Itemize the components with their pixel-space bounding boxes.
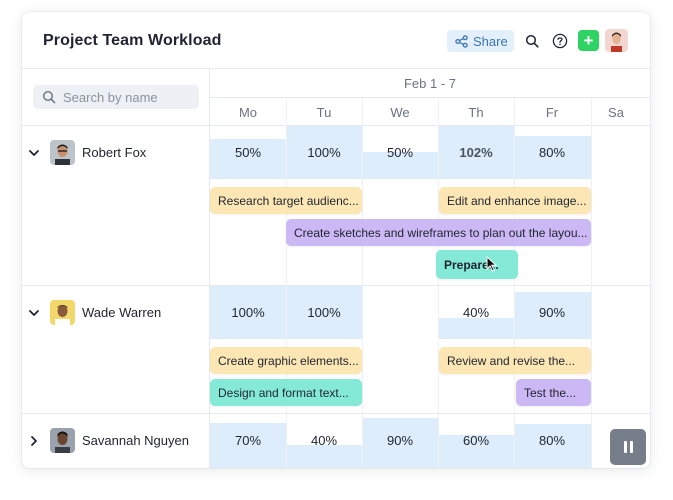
workload-cell [439, 126, 514, 179]
chevron-down-icon[interactable] [27, 146, 41, 160]
task-bar[interactable]: Test the... [516, 379, 591, 406]
page-title: Project Team Workload [43, 32, 222, 49]
task-bar[interactable]: Create sketches and wireframes to plan o… [286, 219, 591, 246]
task-bar[interactable]: Create graphic elements... [210, 347, 362, 374]
workload-cell [515, 424, 591, 468]
search-icon [42, 90, 56, 104]
workload-cell [515, 292, 591, 339]
chevron-right-icon[interactable] [27, 434, 41, 448]
help-button[interactable] [550, 31, 570, 51]
task-bar[interactable]: Design and format text... [210, 379, 362, 406]
workload-cell [210, 286, 286, 339]
week-range-label: Feb 1 - 7 [403, 76, 457, 91]
day-header-mo: Mo [238, 105, 258, 120]
workload-cell [439, 318, 514, 339]
task-bar[interactable]: Edit and enhance image... [439, 187, 591, 214]
workload-cell [363, 152, 438, 179]
mouse-cursor-icon [486, 256, 498, 272]
avatar [50, 300, 75, 325]
day-header-we: We [390, 105, 410, 120]
workload-value-fr: 80% [538, 145, 566, 160]
workload-panel: Project Team Workload Share + [22, 12, 650, 468]
workload-value-we: 90% [386, 433, 414, 448]
task-bar[interactable]: Review and revise the... [439, 347, 591, 374]
avatar [50, 428, 75, 453]
workload-value-fr: 80% [538, 433, 566, 448]
workload-cell [515, 136, 591, 179]
avatar [50, 140, 75, 165]
search-input[interactable] [63, 89, 188, 105]
day-header-th: Th [468, 105, 484, 120]
workload-cell [210, 423, 286, 468]
day-header-tu: Tu [316, 105, 332, 120]
workload-value-mo: 50% [234, 145, 262, 160]
task-bar[interactable]: Prepare... [436, 250, 518, 279]
share-button[interactable]: Share [447, 30, 514, 52]
pause-icon [623, 441, 627, 453]
workload-cell [287, 445, 362, 468]
share-label: Share [473, 33, 508, 49]
current-user-avatar[interactable] [605, 29, 628, 52]
workload-cell [363, 418, 438, 468]
workload-value-mo: 100% [231, 305, 265, 320]
search-icon [525, 34, 539, 48]
workload-cell [439, 435, 514, 468]
search-box[interactable] [33, 85, 199, 109]
workload-value-mo: 70% [234, 433, 262, 448]
workload-value-th: 102% [459, 145, 493, 160]
search-button[interactable] [522, 31, 542, 51]
person-name: Robert Fox [82, 145, 147, 160]
task-bar[interactable]: Research target audienc... [210, 187, 362, 214]
share-icon [455, 34, 468, 48]
workload-value-th: 60% [462, 433, 490, 448]
pause-button[interactable] [610, 429, 646, 465]
person-name: Wade Warren [82, 305, 162, 320]
day-header-sa: Sa [608, 105, 624, 120]
workload-value-tu: 100% [307, 145, 341, 160]
add-button[interactable]: + [578, 30, 599, 51]
day-header-fr: Fr [545, 105, 559, 120]
workload-cell [287, 286, 362, 339]
workload-value-tu: 40% [310, 433, 338, 448]
workload-cell [287, 126, 362, 179]
workload-value-th: 40% [462, 305, 490, 320]
workload-value-we: 50% [386, 145, 414, 160]
chevron-down-icon[interactable] [27, 306, 41, 320]
workload-cell [210, 139, 286, 179]
workload-value-tu: 100% [307, 305, 341, 320]
help-icon [552, 33, 568, 49]
person-name: Savannah Nguyen [82, 433, 189, 448]
workload-value-fr: 90% [538, 305, 566, 320]
plus-icon: + [583, 31, 594, 50]
